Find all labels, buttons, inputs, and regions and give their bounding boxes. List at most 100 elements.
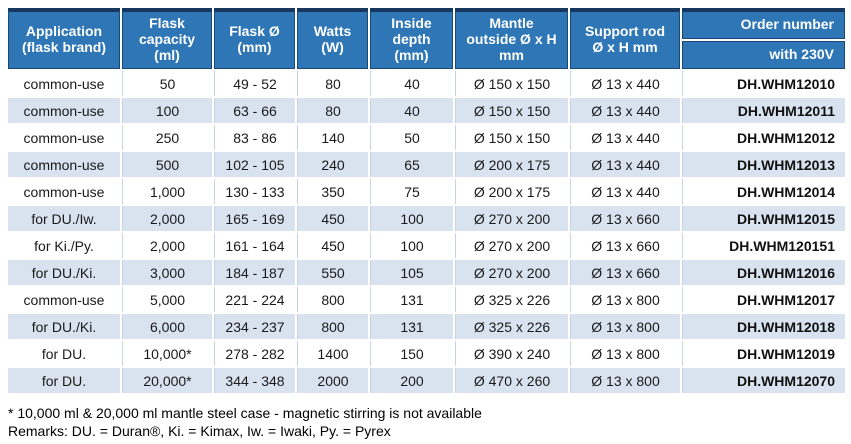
table-row: common-use 5,000 221 - 224 800 131 Ø 325 x 22… <box>8 287 845 312</box>
cell-mantle-outside: Ø 470 x 260 <box>455 368 568 393</box>
cell-flask-capacity: 100 <box>122 98 212 123</box>
cell-inside-depth: 200 <box>370 368 453 393</box>
cell-watts: 1400 <box>297 341 368 366</box>
cell-flask-diameter: 165 - 169 <box>214 206 295 231</box>
table-row: common-use 500 102 - 105 240 65 Ø 200 x 175 Ø … <box>8 152 845 177</box>
cell-watts: 550 <box>297 260 368 285</box>
cell-inside-depth: 75 <box>370 179 453 204</box>
cell-inside-depth: 131 <box>370 287 453 312</box>
cell-order-number: DH.WHM12011 <box>682 98 845 123</box>
cell-watts: 80 <box>297 71 368 96</box>
cell-mantle-outside: Ø 270 x 200 <box>455 233 568 258</box>
cell-support-rod: Ø 13 x 440 <box>570 98 680 123</box>
cell-support-rod: Ø 13 x 800 <box>570 341 680 366</box>
footnote-remarks: Remarks: DU. = Duran®, Ki. = Kimax, Iw. … <box>8 423 391 439</box>
cell-order-number: DH.WHM12012 <box>682 125 845 150</box>
cell-watts: 350 <box>297 179 368 204</box>
cell-mantle-outside: Ø 390 x 240 <box>455 341 568 366</box>
cell-flask-capacity: 3,000 <box>122 260 212 285</box>
header-flask-diameter: Flask Ø (mm) <box>214 8 295 69</box>
cell-flask-diameter: 130 - 133 <box>214 179 295 204</box>
cell-flask-capacity: 250 <box>122 125 212 150</box>
table-row: common-use 1,000 130 - 133 350 75 Ø 200 x 175… <box>8 179 845 204</box>
cell-application: common-use <box>8 179 120 204</box>
cell-watts: 450 <box>297 206 368 231</box>
cell-flask-capacity: 2,000 <box>122 233 212 258</box>
cell-mantle-outside: Ø 325 x 226 <box>455 287 568 312</box>
cell-application: for DU./Ki. <box>8 314 120 339</box>
header-mantle-outside: Mantle outside Ø x H mm <box>455 8 568 69</box>
cell-application: common-use <box>8 287 120 312</box>
cell-order-number: DH.WHM12070 <box>682 368 845 393</box>
cell-watts: 80 <box>297 98 368 123</box>
cell-application: for DU./Ki. <box>8 260 120 285</box>
cell-mantle-outside: Ø 270 x 200 <box>455 260 568 285</box>
cell-inside-depth: 65 <box>370 152 453 177</box>
cell-flask-capacity: 500 <box>122 152 212 177</box>
header-order-number: Order number <box>682 8 845 39</box>
header-watts: Watts (W) <box>297 8 368 69</box>
cell-application: common-use <box>8 125 120 150</box>
table-row: for DU./Ki. 3,000 184 - 187 550 105 Ø 270 x 2… <box>8 260 845 285</box>
cell-order-number: DH.WHM12013 <box>682 152 845 177</box>
header-inside-depth: Inside depth (mm) <box>370 8 453 69</box>
cell-mantle-outside: Ø 150 x 150 <box>455 71 568 96</box>
cell-support-rod: Ø 13 x 660 <box>570 260 680 285</box>
cell-watts: 240 <box>297 152 368 177</box>
cell-application: for Ki./Py. <box>8 233 120 258</box>
cell-order-number: DH.WHM12018 <box>682 314 845 339</box>
cell-application: common-use <box>8 98 120 123</box>
cell-support-rod: Ø 13 x 440 <box>570 179 680 204</box>
cell-watts: 140 <box>297 125 368 150</box>
cell-mantle-outside: Ø 270 x 200 <box>455 206 568 231</box>
cell-flask-capacity: 20,000* <box>122 368 212 393</box>
cell-watts: 450 <box>297 233 368 258</box>
cell-support-rod: Ø 13 x 660 <box>570 206 680 231</box>
cell-mantle-outside: Ø 325 x 226 <box>455 314 568 339</box>
header-support-rod: Support rod Ø x H mm <box>570 8 680 69</box>
table-row: for Ki./Py. 2,000 161 - 164 450 100 Ø 270 x 2… <box>8 233 845 258</box>
cell-order-number: DH.WHM12016 <box>682 260 845 285</box>
cell-application: for DU./Iw. <box>8 206 120 231</box>
cell-order-number: DH.WHM12019 <box>682 341 845 366</box>
table-body: common-use 50 49 - 52 80 40 Ø 150 x 150 Ø 13 x… <box>8 71 845 393</box>
header-order-voltage: with 230V <box>682 41 845 69</box>
cell-flask-capacity: 50 <box>122 71 212 96</box>
table-row: common-use 100 63 - 66 80 40 Ø 150 x 150 Ø 13 … <box>8 98 845 123</box>
cell-flask-capacity: 10,000* <box>122 341 212 366</box>
cell-support-rod: Ø 13 x 800 <box>570 314 680 339</box>
table-row: for DU./Iw. 2,000 165 - 169 450 100 Ø 270 x 2… <box>8 206 845 231</box>
header-flask-capacity: Flask capacity (ml) <box>122 8 212 69</box>
cell-order-number: DH.WHM12010 <box>682 71 845 96</box>
cell-inside-depth: 100 <box>370 206 453 231</box>
table-row: for DU. 10,000* 278 - 282 1400 150 Ø 390 x 24… <box>8 341 845 366</box>
table-row: common-use 50 49 - 52 80 40 Ø 150 x 150 Ø 13 x… <box>8 71 845 96</box>
cell-inside-depth: 150 <box>370 341 453 366</box>
header-application: Application (flask brand) <box>8 8 120 69</box>
cell-flask-capacity: 6,000 <box>122 314 212 339</box>
cell-application: common-use <box>8 152 120 177</box>
cell-order-number: DH.WHM12017 <box>682 287 845 312</box>
cell-mantle-outside: Ø 150 x 150 <box>455 98 568 123</box>
cell-flask-diameter: 278 - 282 <box>214 341 295 366</box>
table-row: for DU./Ki. 6,000 234 - 237 800 131 Ø 325 x 2… <box>8 314 845 339</box>
cell-application: common-use <box>8 71 120 96</box>
cell-flask-capacity: 5,000 <box>122 287 212 312</box>
cell-inside-depth: 50 <box>370 125 453 150</box>
cell-order-number: DH.WHM120151 <box>682 233 845 258</box>
cell-watts: 800 <box>297 314 368 339</box>
cell-mantle-outside: Ø 200 x 175 <box>455 179 568 204</box>
cell-support-rod: Ø 13 x 440 <box>570 125 680 150</box>
cell-flask-diameter: 83 - 86 <box>214 125 295 150</box>
cell-flask-diameter: 102 - 105 <box>214 152 295 177</box>
cell-inside-depth: 40 <box>370 71 453 96</box>
cell-flask-diameter: 161 - 164 <box>214 233 295 258</box>
cell-support-rod: Ø 13 x 440 <box>570 71 680 96</box>
cell-inside-depth: 100 <box>370 233 453 258</box>
cell-flask-diameter: 63 - 66 <box>214 98 295 123</box>
cell-order-number: DH.WHM12015 <box>682 206 845 231</box>
cell-support-rod: Ø 13 x 440 <box>570 152 680 177</box>
cell-flask-diameter: 49 - 52 <box>214 71 295 96</box>
cell-order-number: DH.WHM12014 <box>682 179 845 204</box>
